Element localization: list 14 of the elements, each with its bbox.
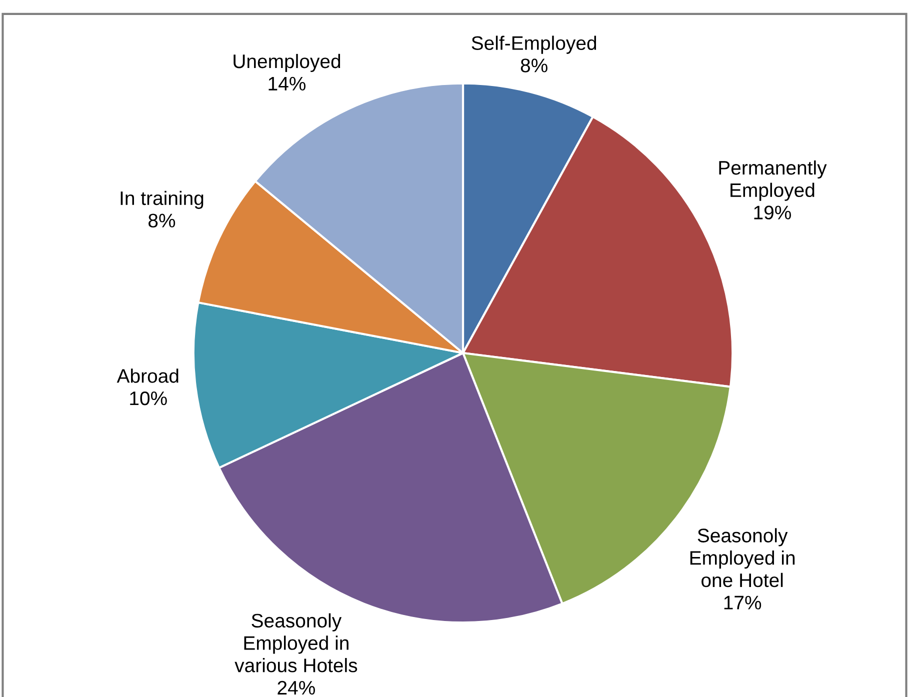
slice-label: Abroad xyxy=(116,368,178,383)
data-label: 24% xyxy=(278,680,315,695)
data-label: 17% xyxy=(724,596,762,610)
slice-label: Seasonoly Employed in one Hotel xyxy=(690,528,795,588)
slice-label: Seasonoly Employed in various Hotels xyxy=(234,613,358,672)
data-label: 14% xyxy=(268,76,306,90)
data-label: 10% xyxy=(130,391,167,406)
slice-label: Unemployed xyxy=(234,54,340,72)
data-label: 8% xyxy=(520,58,548,72)
slice-label: In training xyxy=(120,190,204,209)
data-label: 19% xyxy=(754,206,791,220)
data-label: 8% xyxy=(148,214,176,228)
slice-label: Permanently Employed xyxy=(719,160,827,201)
slice-label: Self-Employed xyxy=(472,36,596,54)
